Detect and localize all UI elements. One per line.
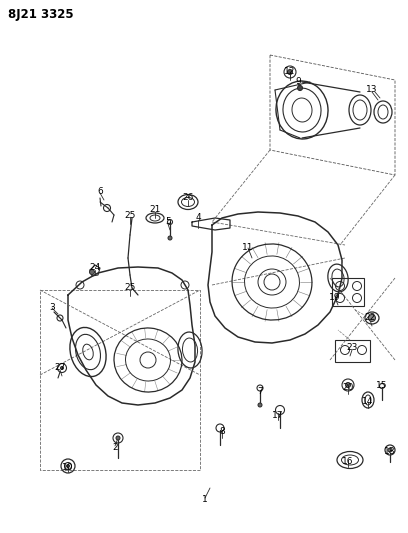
Text: 26: 26 [182,193,194,203]
Text: 24: 24 [89,263,101,272]
Circle shape [297,85,302,91]
Text: 20: 20 [342,384,354,392]
Circle shape [346,383,350,387]
Circle shape [60,367,64,369]
Text: 1: 1 [202,496,208,505]
Text: 8: 8 [219,427,225,437]
Circle shape [89,270,95,274]
Text: 10: 10 [62,464,74,472]
Text: 27: 27 [54,364,66,373]
Text: 18: 18 [384,448,396,456]
Text: 9: 9 [295,77,301,86]
Circle shape [258,403,262,407]
Bar [335,340,370,362]
Text: 19: 19 [329,294,341,303]
Text: 17: 17 [272,410,284,419]
Text: 7: 7 [257,387,263,397]
Text: 15: 15 [376,381,388,390]
Text: 2: 2 [112,443,118,453]
Text: 3: 3 [49,303,55,312]
Text: 12: 12 [284,68,296,77]
Text: 16: 16 [342,457,354,466]
Text: 25: 25 [124,284,136,293]
Circle shape [368,314,375,321]
Bar [332,278,364,306]
Text: 23: 23 [346,343,358,352]
Text: 5: 5 [165,217,171,227]
Circle shape [67,464,69,467]
Text: 11: 11 [242,244,254,253]
Text: 4: 4 [195,214,201,222]
Circle shape [288,69,293,75]
Text: 21: 21 [149,206,161,214]
Text: 14: 14 [362,398,374,407]
Text: 13: 13 [366,85,378,94]
Text: 22: 22 [364,313,376,322]
Circle shape [116,436,120,440]
Text: 6: 6 [97,188,103,197]
Circle shape [388,448,392,452]
Circle shape [168,236,172,240]
Text: 8J21 3325: 8J21 3325 [8,8,73,21]
Text: 25: 25 [124,211,136,220]
